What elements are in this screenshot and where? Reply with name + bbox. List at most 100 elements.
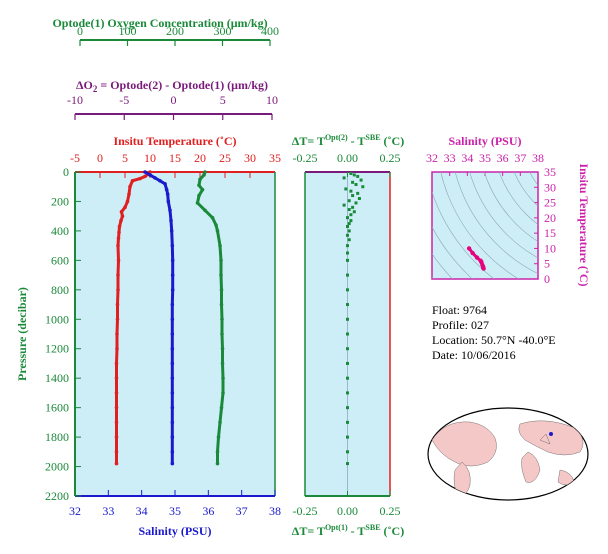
oxygen-point (197, 183, 201, 188)
salinity-point (170, 435, 175, 439)
pressure-tick-label: 1200 (45, 342, 69, 356)
pressure-tick-label: 1000 (45, 312, 69, 326)
delta-t-point (349, 171, 353, 175)
salinity-point (169, 229, 174, 233)
delta-t-point (346, 216, 349, 220)
delta-t-point (346, 420, 349, 424)
pressure-tick-label: 200 (51, 194, 69, 208)
delta-t-point (346, 288, 349, 292)
delta-t-point (342, 203, 346, 207)
delta-t-point (347, 208, 351, 212)
salinity-point (148, 173, 152, 177)
salinity-tick-label: 37 (236, 504, 248, 518)
delta-o2-tick-label: 5 (220, 93, 226, 107)
oxygen-point (203, 170, 207, 174)
temperature-point (119, 209, 124, 214)
delta-t-point (346, 462, 349, 466)
temperature-point (138, 176, 142, 181)
location-text: Location: 50.7°N -40.0°E (432, 333, 556, 347)
temperature-point (130, 179, 135, 183)
oxygen-point (219, 288, 224, 292)
delta-t-point (346, 391, 349, 395)
delta-t-point (346, 233, 349, 237)
oxygen-point (203, 208, 207, 213)
sal-temp-x-tick-label: 38 (532, 151, 544, 165)
oxygen-point (202, 173, 206, 177)
temperature-point (117, 230, 121, 235)
delta-t-point (351, 180, 355, 184)
delta-t-point (346, 450, 349, 454)
delta-t-point (347, 238, 351, 242)
salinity-point (164, 187, 169, 192)
sal-temp-x-tick-label: 37 (514, 151, 526, 165)
float-location-marker (549, 432, 553, 436)
world-map (427, 407, 589, 501)
oxygen-point (221, 376, 225, 380)
salinity-point (168, 208, 172, 213)
oxygen-point (219, 405, 224, 410)
delta-t-top-tick-label: 0.25 (380, 151, 401, 165)
sal-temp-ylabel: Insitu Temperature (˚C) (577, 163, 591, 286)
temperature-point (114, 435, 119, 439)
delta-t-point (346, 376, 349, 380)
delta-t-point (346, 224, 349, 228)
pressure-axis: 0 200 400 600 800 1000 1200 1400 1600 1800 2000 220… (45, 165, 81, 503)
temperature-point (114, 391, 119, 395)
pressure-axis-title: Pressure (decibar) (15, 287, 29, 381)
sal-temp-x-tick-label: 35 (479, 151, 491, 165)
date-text: Date: 10/06/2016 (432, 348, 516, 362)
salinity-point (163, 181, 167, 186)
sal-temp-y-tick-label: 35 (544, 165, 556, 179)
salinity-point (170, 405, 175, 410)
temperature-point (115, 346, 119, 351)
delta-t-point (354, 183, 358, 187)
sal-temp-x-tick-label: 33 (444, 151, 456, 165)
salinity-point (165, 192, 170, 196)
delta-t-point (342, 176, 346, 180)
temperature-tick-label: 10 (144, 151, 156, 165)
temperature-point (116, 288, 120, 292)
delta-o2-tick-label: -10 (67, 93, 83, 107)
temperature-point (116, 243, 120, 248)
temperature-point (120, 214, 125, 218)
sal-temp-y-tick-label: 5 (544, 257, 550, 271)
delta-o2-tick-label: 0 (171, 93, 177, 107)
oxygen-point (220, 332, 224, 336)
sal-temp-y-tick-label: 0 (544, 272, 550, 286)
salinity-tick-label: 35 (169, 504, 181, 518)
temperature-point (115, 317, 120, 322)
temperature-tick-label: 15 (169, 151, 181, 165)
delta-t-point (346, 347, 349, 351)
oxygen-point (218, 420, 222, 425)
sal-temp-y-tick-label: 30 (544, 180, 556, 194)
delta-t-point (349, 189, 353, 193)
temperature-point (114, 420, 119, 425)
temperature-point (114, 405, 119, 410)
salinity-point (170, 361, 175, 366)
temperature-tick-label: 0 (97, 151, 103, 165)
salinity-tick-label: 32 (69, 504, 81, 518)
oxygen-point (219, 258, 223, 263)
delta-t-top-tick-label: -0.25 (293, 151, 318, 165)
salinity-tick-label: 36 (202, 504, 214, 518)
sal-temp-point (466, 246, 472, 251)
oxygen-point (219, 273, 223, 277)
pressure-tick-label: 0 (63, 165, 69, 179)
temperature-point (123, 205, 127, 210)
delta-t-bottom-tick-label: 0.00 (337, 504, 358, 518)
delta-t-top-tick-label: 0.00 (337, 151, 358, 165)
delta-o2-axis-title: ΔO2 = Optode(2) - Optode(1) (μm/kg) (76, 78, 268, 94)
pressure-tick-label: 800 (51, 283, 69, 297)
delta-o2-axis: -10 -5 0 5 10 (67, 93, 278, 120)
delta-t-point (356, 191, 360, 195)
temperature-point (117, 224, 122, 229)
temperature-point (114, 461, 119, 466)
salinity-point (170, 420, 175, 425)
oxygen-point (219, 302, 224, 307)
temperature-tick-label: 35 (269, 151, 281, 165)
delta-t-point (346, 332, 349, 336)
delta-t-bottom-tick-label: -0.25 (293, 504, 318, 518)
delta-t-point (349, 213, 353, 217)
